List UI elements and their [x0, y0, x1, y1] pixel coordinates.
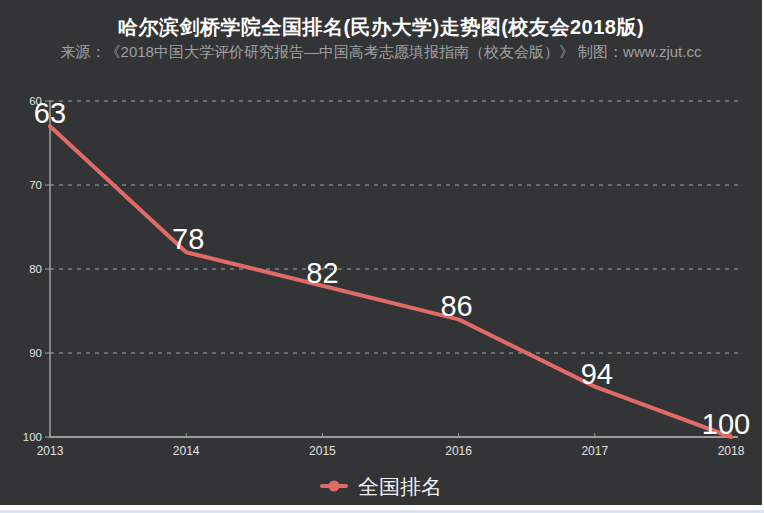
- legend-label: 全国排名: [358, 476, 442, 497]
- x-tick-label: 2013: [37, 444, 64, 458]
- x-tick-label: 2016: [445, 444, 472, 458]
- plot-area: 6070809010020132014201520162017201863788…: [0, 0, 762, 470]
- page-bottom-strip: [0, 505, 764, 513]
- y-tick-label: 90: [29, 347, 42, 359]
- data-label: 86: [440, 290, 472, 322]
- legend: 全国排名: [0, 471, 762, 501]
- data-label: 94: [581, 358, 613, 390]
- x-tick-label: 2014: [173, 444, 200, 458]
- legend-line-marker-icon: [320, 484, 348, 488]
- data-label: 63: [34, 97, 66, 129]
- y-tick-label: 100: [23, 431, 42, 443]
- x-tick-label: 2015: [309, 444, 336, 458]
- x-tick-label: 2018: [718, 444, 745, 458]
- x-tick-label: 2017: [581, 444, 608, 458]
- screenshot: 哈尔滨剑桥学院全国排名(民办大学)走势图(校友会2018版) 来源：《2018中…: [0, 0, 764, 513]
- data-label: 78: [172, 223, 204, 255]
- data-label: 82: [306, 257, 338, 289]
- legend-dot-icon: [329, 481, 340, 492]
- y-tick-label: 70: [29, 179, 42, 191]
- series-line: [50, 126, 731, 437]
- data-label: 100: [702, 408, 750, 440]
- chart-panel: 哈尔滨剑桥学院全国排名(民办大学)走势图(校友会2018版) 来源：《2018中…: [0, 0, 762, 505]
- y-tick-label: 80: [29, 263, 42, 275]
- legend-item-national-rank[interactable]: 全国排名: [320, 476, 442, 497]
